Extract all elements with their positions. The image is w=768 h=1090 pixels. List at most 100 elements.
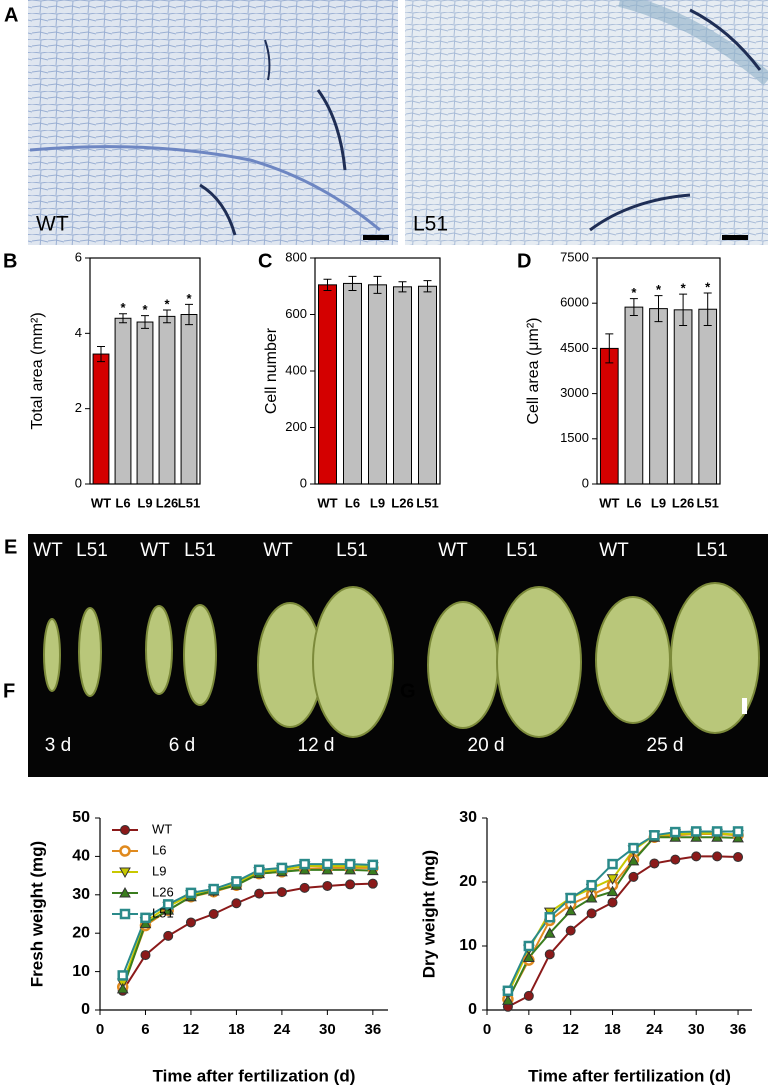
error-bar bbox=[323, 278, 332, 291]
seed bbox=[427, 601, 499, 729]
seed-label: L51 bbox=[76, 540, 108, 561]
marker bbox=[627, 854, 640, 866]
bar bbox=[114, 317, 132, 485]
marker bbox=[344, 863, 356, 875]
error-bar bbox=[373, 275, 382, 294]
x-tick-label: L26 bbox=[672, 495, 694, 510]
y-tick-label: 0 bbox=[300, 475, 307, 490]
panel-letter: G bbox=[400, 680, 416, 702]
significance: * bbox=[186, 291, 192, 306]
x-axis-label: Time after fertilization (d) bbox=[528, 1066, 731, 1085]
error-bar bbox=[185, 303, 193, 326]
marker bbox=[732, 826, 744, 837]
legend-label: WT bbox=[152, 821, 172, 836]
y-tick-label: 2 bbox=[75, 400, 82, 415]
marker bbox=[253, 864, 265, 876]
day-label: 20 d bbox=[468, 735, 505, 756]
error-bar bbox=[348, 275, 357, 291]
marker bbox=[711, 826, 723, 837]
x-tick-label: L6 bbox=[115, 495, 130, 510]
seed bbox=[496, 586, 582, 738]
seed bbox=[670, 582, 760, 734]
bar bbox=[343, 282, 362, 485]
marker bbox=[208, 883, 219, 895]
marker bbox=[254, 888, 265, 899]
marker bbox=[690, 831, 703, 842]
marker bbox=[163, 930, 174, 941]
seed-label: L51 bbox=[336, 540, 368, 561]
legend-label: L51 bbox=[152, 905, 174, 920]
y-tick-label: 0 bbox=[81, 1001, 90, 1018]
marker bbox=[628, 871, 639, 882]
y-tick-label: 6000 bbox=[560, 295, 589, 310]
panel-letter: E bbox=[4, 536, 17, 558]
marker bbox=[565, 925, 576, 936]
x-axis-label: Time after fertilization (d) bbox=[153, 1066, 356, 1085]
x-tick-label: L9 bbox=[137, 495, 152, 510]
marker bbox=[185, 917, 196, 928]
x-tick-label: L26 bbox=[391, 495, 413, 510]
marker bbox=[344, 858, 356, 870]
marker bbox=[690, 826, 702, 837]
marker bbox=[162, 899, 174, 910]
y-tick-label: 4500 bbox=[560, 340, 589, 355]
marker bbox=[628, 842, 639, 854]
error-bar bbox=[679, 293, 688, 326]
x-tick-label: 36 bbox=[364, 1021, 381, 1038]
error-bar bbox=[119, 313, 127, 324]
bar bbox=[673, 309, 693, 485]
bar bbox=[418, 285, 437, 485]
marker bbox=[732, 831, 744, 843]
legend-label: L6 bbox=[152, 842, 166, 857]
marker bbox=[606, 874, 619, 885]
x-tick-label: 0 bbox=[483, 1021, 491, 1038]
marker bbox=[185, 887, 197, 899]
marker bbox=[116, 982, 129, 994]
seed-label: WT bbox=[140, 540, 170, 561]
marker bbox=[322, 880, 333, 891]
x-tick-label: 36 bbox=[730, 1021, 747, 1038]
error-bar bbox=[629, 298, 638, 317]
marker bbox=[299, 882, 310, 893]
marker bbox=[367, 878, 378, 889]
significance: * bbox=[681, 281, 687, 296]
y-axis-label: Dry weight (mg) bbox=[419, 850, 438, 978]
photo-l51 bbox=[405, 0, 768, 245]
significance: * bbox=[142, 302, 148, 317]
significance: * bbox=[705, 279, 711, 294]
seed-label: WT bbox=[438, 540, 468, 561]
x-tick-label: L9 bbox=[370, 495, 385, 510]
x-tick-label: L6 bbox=[345, 495, 360, 510]
seed-label: L51 bbox=[184, 540, 216, 561]
marker bbox=[140, 950, 151, 961]
y-tick-label: 10 bbox=[72, 963, 90, 980]
y-tick-label: 50 bbox=[72, 809, 90, 826]
x-tick-label: WT bbox=[91, 495, 111, 510]
marker bbox=[523, 940, 535, 952]
marker bbox=[543, 927, 556, 938]
seed-label: WT bbox=[599, 540, 629, 561]
marker bbox=[276, 887, 287, 898]
marker bbox=[322, 858, 333, 870]
x-tick-label: WT bbox=[599, 495, 619, 510]
y-tick-label: 200 bbox=[285, 419, 307, 434]
series-line bbox=[121, 882, 373, 992]
seed bbox=[595, 596, 671, 724]
significance: * bbox=[631, 285, 637, 300]
y-tick-label: 1500 bbox=[560, 430, 589, 445]
panel-letter: D bbox=[517, 250, 531, 272]
error-bar bbox=[703, 292, 712, 326]
bar bbox=[318, 284, 337, 485]
x-tick-label: L26 bbox=[156, 495, 178, 510]
marker bbox=[670, 826, 681, 838]
panel-letter: F bbox=[3, 680, 15, 702]
x-tick-label: L51 bbox=[696, 495, 718, 510]
bar bbox=[649, 308, 668, 485]
error-bar bbox=[141, 315, 149, 329]
x-tick-label: 30 bbox=[319, 1021, 336, 1038]
marker bbox=[586, 879, 597, 891]
day-label: 6 d bbox=[169, 735, 195, 756]
bar bbox=[368, 284, 387, 485]
x-tick-label: WT bbox=[317, 495, 337, 510]
